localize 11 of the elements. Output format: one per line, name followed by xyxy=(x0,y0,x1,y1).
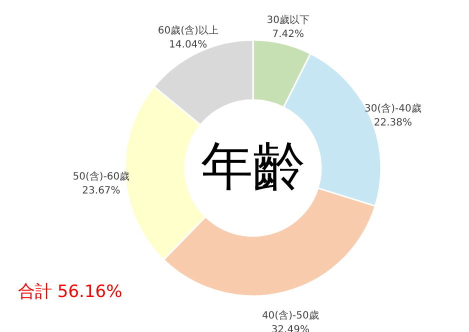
slice-label: 50(含)-60歲 xyxy=(72,170,130,182)
slice-label: 40(含)-50歲 xyxy=(262,309,319,322)
text: 年齡 xyxy=(201,137,305,197)
slice-label: 60歲(含)以上 xyxy=(158,24,218,37)
slice-label: 30歲以下 xyxy=(266,14,310,26)
data-label: 14.04% xyxy=(169,40,208,51)
text: 合計 56.16% xyxy=(18,282,122,302)
slice-label: 30(含)-40歲 xyxy=(364,102,422,115)
data-label: 22.38% xyxy=(374,118,412,129)
data-label: 7.42% xyxy=(272,29,304,40)
data-label: 23.67% xyxy=(82,185,120,196)
